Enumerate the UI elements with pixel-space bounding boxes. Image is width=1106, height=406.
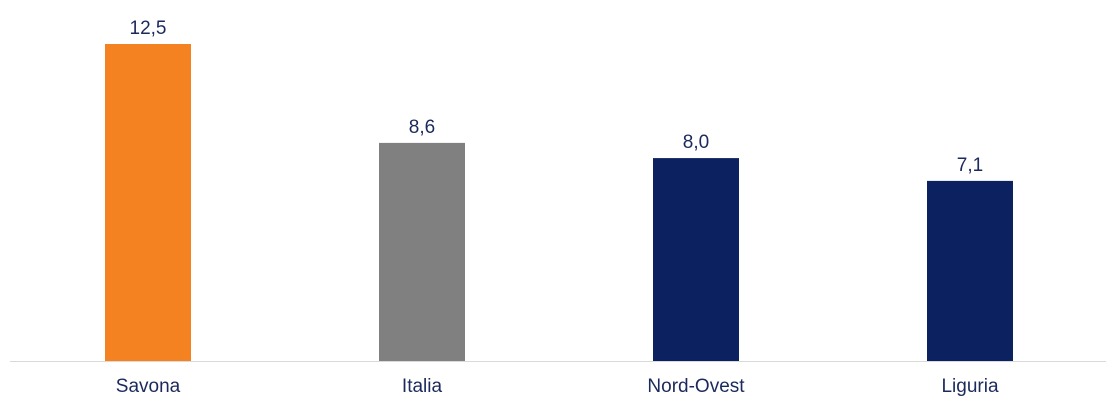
bar-savona: [105, 44, 191, 361]
value-labels-group: 12,5 8,6 8,0 7,1: [130, 18, 984, 176]
value-label: 8,0: [683, 132, 709, 153]
bar-italia: [379, 142, 465, 361]
category-label: Liguria: [941, 376, 998, 397]
bar-nord-ovest: [653, 158, 739, 361]
value-label: 7,1: [957, 155, 983, 176]
category-label: Savona: [116, 376, 181, 397]
category-labels-group: Savona Italia Nord-Ovest Liguria: [116, 376, 999, 397]
value-label: 8,6: [409, 117, 435, 138]
category-label: Nord-Ovest: [647, 376, 745, 397]
bars-group: [105, 44, 1013, 361]
bar-liguria: [927, 180, 1013, 361]
value-label: 12,5: [130, 18, 167, 39]
category-label: Italia: [402, 376, 443, 397]
